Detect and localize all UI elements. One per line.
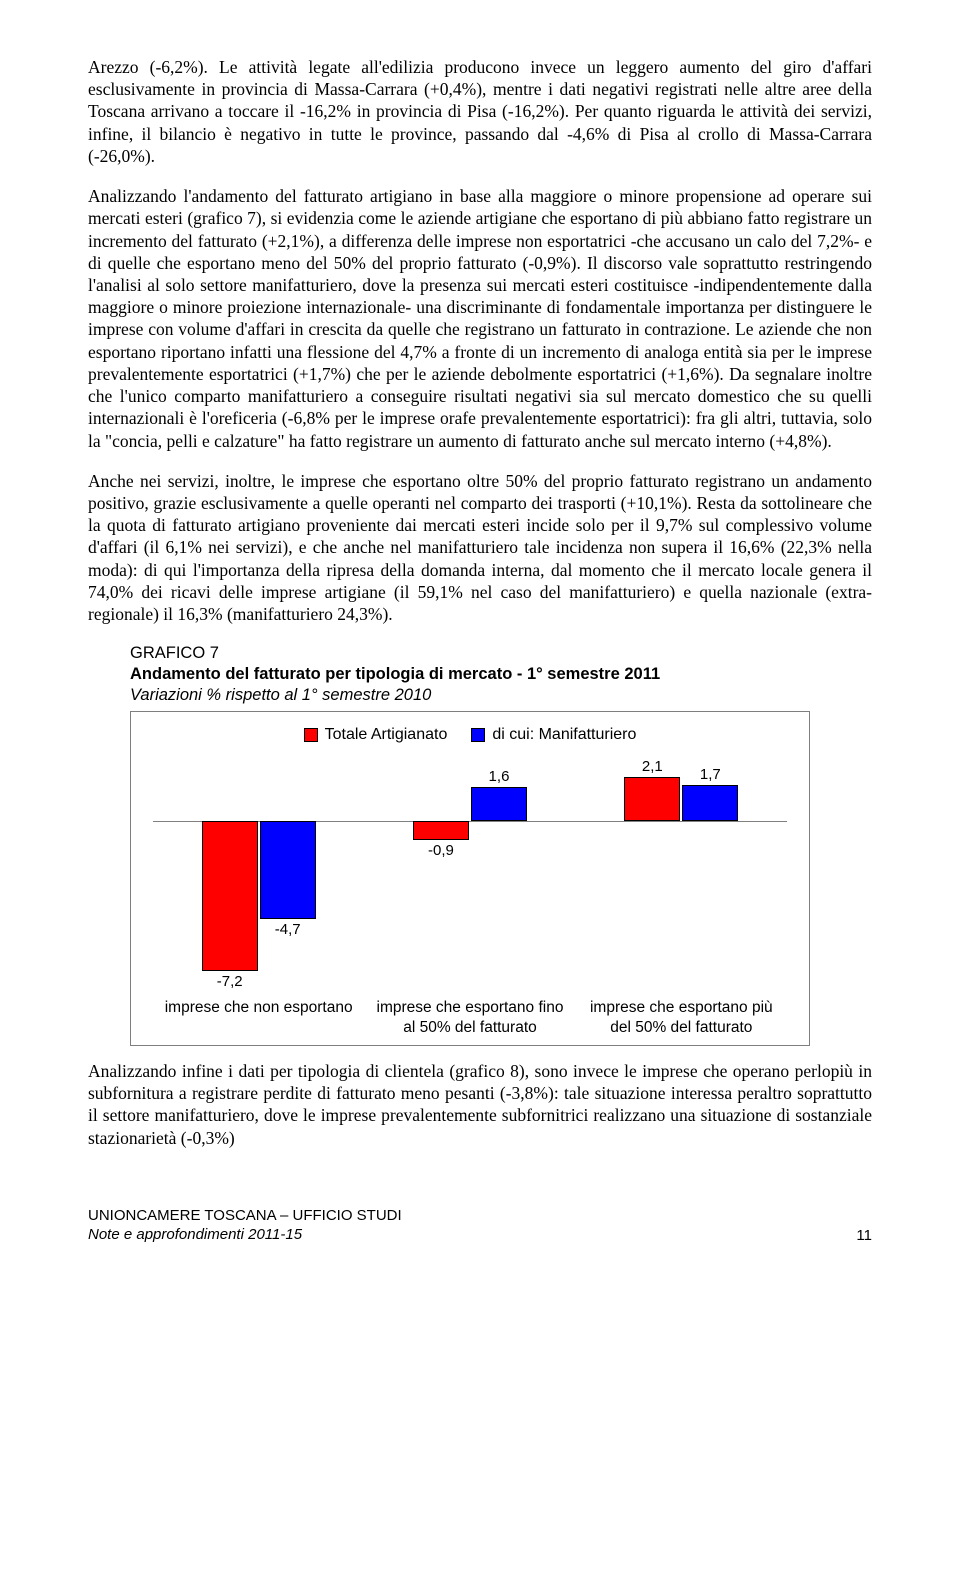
chart-frame: Totale Artigianato di cui: Manifatturier… (130, 711, 810, 1046)
bar-wrap: -0,9 (413, 758, 469, 988)
footer-subtitle: Note e approfondimenti 2011-15 (88, 1226, 402, 1245)
bar-value-label: 2,1 (642, 758, 663, 775)
chart-legend: Totale Artigianato di cui: Manifatturier… (145, 726, 795, 744)
chart-title: Andamento del fatturato per tipologia di… (130, 664, 810, 685)
chart-bars: -7,2 -4,7 -0,9 1,6 2,1 1,7 (153, 758, 787, 988)
paragraph-4: Analizzando infine i dati per tipologia … (88, 1060, 872, 1149)
category-label-1: imprese che esportano fino al 50% del fa… (364, 998, 575, 1037)
bar (202, 821, 258, 972)
bar (624, 777, 680, 821)
bar (682, 785, 738, 821)
bar-wrap: 2,1 (624, 758, 680, 988)
bar-wrap: 1,6 (471, 758, 527, 988)
chart-number: GRAFICO 7 (130, 643, 810, 664)
bar-group: -0,9 1,6 (364, 758, 575, 988)
bar-group: -7,2 -4,7 (153, 758, 364, 988)
chart-heading: GRAFICO 7 Andamento del fatturato per ti… (130, 643, 810, 705)
bar-value-label: -7,2 (217, 973, 243, 990)
bar-wrap: -7,2 (202, 758, 258, 988)
legend-label-manifatturiero: di cui: Manifatturiero (492, 726, 636, 744)
category-label-0: imprese che non esportano (153, 998, 364, 1037)
paragraph-1: Arezzo (-6,2%). Le attività legate all'e… (88, 56, 872, 167)
bar (413, 821, 469, 840)
paragraph-3: Anche nei servizi, inoltre, le imprese c… (88, 470, 872, 626)
bar-value-label: -0,9 (428, 842, 454, 859)
legend-item-totale: Totale Artigianato (304, 726, 448, 744)
legend-item-manifatturiero: di cui: Manifatturiero (471, 726, 636, 744)
category-label-2: imprese che esportano più del 50% del fa… (576, 998, 787, 1037)
footer-title: UNIONCAMERE TOSCANA – UFFICIO STUDI (88, 1207, 402, 1226)
bar (471, 787, 527, 820)
chart-plot: -7,2 -4,7 -0,9 1,6 2,1 1,7 (153, 758, 787, 988)
paragraph-2: Analizzando l'andamento del fatturato ar… (88, 185, 872, 452)
chart-categories: imprese che non esportano imprese che es… (153, 998, 787, 1037)
legend-swatch-totale (304, 728, 318, 742)
bar (260, 821, 316, 919)
chart-subtitle: Variazioni % rispetto al 1° semestre 201… (130, 685, 810, 706)
legend-label-totale: Totale Artigianato (325, 726, 448, 744)
chart-7: GRAFICO 7 Andamento del fatturato per ti… (130, 643, 810, 1046)
bar-wrap: 1,7 (682, 758, 738, 988)
bar-value-label: -4,7 (275, 921, 301, 938)
legend-swatch-manifatturiero (471, 728, 485, 742)
page-number: 11 (856, 1227, 872, 1244)
bar-value-label: 1,7 (700, 766, 721, 783)
footer-left: UNIONCAMERE TOSCANA – UFFICIO STUDI Note… (88, 1207, 402, 1245)
bar-value-label: 1,6 (489, 768, 510, 785)
bar-wrap: -4,7 (260, 758, 316, 988)
page: Arezzo (-6,2%). Le attività legate all'e… (0, 0, 960, 1284)
bar-group: 2,1 1,7 (576, 758, 787, 988)
page-footer: UNIONCAMERE TOSCANA – UFFICIO STUDI Note… (88, 1207, 872, 1245)
